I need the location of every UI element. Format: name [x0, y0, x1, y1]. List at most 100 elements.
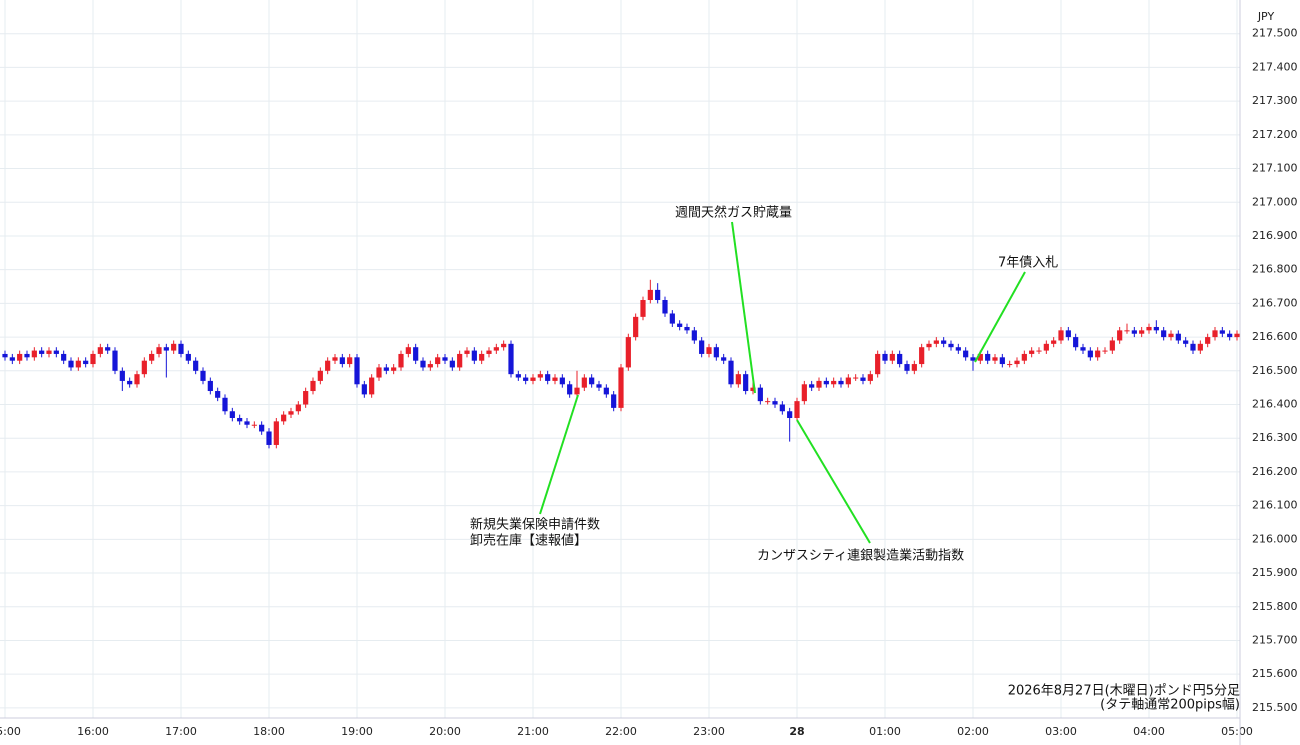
- y-tick-label: 216.800: [1252, 263, 1298, 276]
- candle-body: [779, 404, 785, 412]
- x-tick-label: 15:00: [0, 725, 21, 738]
- x-tick-label: 01:00: [869, 725, 901, 738]
- candle-body: [1212, 330, 1218, 338]
- candle-body: [552, 377, 558, 381]
- y-tick-label: 217.100: [1252, 162, 1298, 175]
- candle-body: [1168, 333, 1174, 338]
- candle-body: [1087, 350, 1093, 358]
- y-tick-label: 217.000: [1252, 195, 1298, 208]
- candle-body: [273, 421, 279, 445]
- candle-body: [457, 353, 463, 368]
- candle-body: [119, 370, 125, 381]
- candle-body: [721, 357, 727, 361]
- x-tick-label: 17:00: [165, 725, 197, 738]
- candle-body: [948, 343, 954, 348]
- candle-body: [39, 350, 45, 354]
- candle-body: [1197, 343, 1203, 351]
- candle-body: [178, 343, 184, 354]
- candle-body: [391, 367, 397, 371]
- candle-body: [647, 289, 653, 301]
- candle-body: [339, 357, 345, 365]
- candle-body: [816, 380, 822, 388]
- candle-body: [383, 367, 389, 371]
- candle-body: [449, 360, 455, 368]
- candle-body: [537, 374, 543, 378]
- candle-body: [567, 384, 573, 395]
- candle-body: [992, 357, 998, 361]
- annotation-line: [731, 221, 756, 394]
- candle-body: [691, 330, 697, 341]
- x-tick-label: 05:00: [1221, 725, 1253, 738]
- candle-body: [171, 343, 177, 351]
- candle-body: [523, 377, 529, 381]
- candle-body: [2, 353, 8, 358]
- candle-body: [919, 347, 925, 365]
- candle-body: [772, 401, 778, 405]
- candle-body: [860, 377, 866, 381]
- candle-body: [486, 350, 492, 354]
- x-tick-label: 04:00: [1133, 725, 1165, 738]
- x-tick-label: 03:00: [1045, 725, 1077, 738]
- candle-body: [750, 387, 756, 392]
- candle-body: [17, 353, 23, 361]
- candle-body: [97, 347, 103, 354]
- candle-body: [985, 353, 991, 361]
- candle-body: [24, 353, 30, 358]
- candle-body: [743, 374, 749, 392]
- candle-body: [427, 364, 433, 368]
- candle-body: [963, 350, 969, 358]
- y-tick-label: 215.500: [1252, 701, 1298, 714]
- y-tick-label: 216.700: [1252, 296, 1298, 309]
- candle-body: [1190, 343, 1196, 351]
- candle-body: [479, 353, 485, 361]
- candle-body: [127, 380, 133, 385]
- candle-body: [105, 347, 111, 351]
- candle-body: [259, 424, 265, 432]
- candle-body: [156, 347, 162, 354]
- y-tick-label: 215.700: [1252, 633, 1298, 646]
- candle-body: [361, 384, 367, 395]
- candle-body: [1205, 337, 1211, 344]
- y-tick-label: 215.600: [1252, 667, 1298, 680]
- candle-body: [728, 360, 734, 385]
- annotation-line: [796, 419, 871, 544]
- candle-body: [933, 340, 939, 344]
- candle-body: [662, 300, 668, 314]
- y-tick-label: 217.500: [1252, 27, 1298, 40]
- candle-body: [706, 347, 712, 354]
- candle-body: [266, 431, 272, 445]
- candle-body: [801, 384, 807, 402]
- candle-body: [303, 391, 309, 405]
- candle-body: [251, 424, 257, 426]
- candle-body: [1117, 330, 1123, 341]
- y-tick-label: 216.300: [1252, 431, 1298, 444]
- candle-body: [787, 411, 793, 418]
- candle-body: [1073, 337, 1079, 348]
- candle-body: [999, 357, 1005, 365]
- candle-body: [603, 387, 609, 395]
- candle-body: [1146, 326, 1152, 331]
- y-tick-label: 217.200: [1252, 128, 1298, 141]
- candle-body: [640, 300, 646, 317]
- candle-body: [75, 360, 81, 368]
- candle-body: [442, 357, 448, 361]
- candle-body: [420, 360, 426, 368]
- candle-body: [1014, 360, 1020, 365]
- candle-body: [288, 411, 294, 415]
- candle-body: [1234, 333, 1240, 338]
- candle-body: [970, 357, 976, 361]
- candle-body: [1227, 333, 1233, 338]
- candle-body: [1095, 350, 1101, 358]
- candle-body: [376, 367, 382, 378]
- candle-body: [163, 347, 169, 351]
- candle-body: [1219, 330, 1225, 334]
- candle-body: [354, 357, 360, 385]
- candle-body: [317, 370, 323, 381]
- y-tick-label: 216.200: [1252, 465, 1298, 478]
- candle-body: [185, 353, 191, 361]
- candle-body: [559, 377, 565, 385]
- candle-body: [838, 380, 844, 385]
- candle-body: [237, 417, 243, 422]
- candle-body: [281, 414, 287, 422]
